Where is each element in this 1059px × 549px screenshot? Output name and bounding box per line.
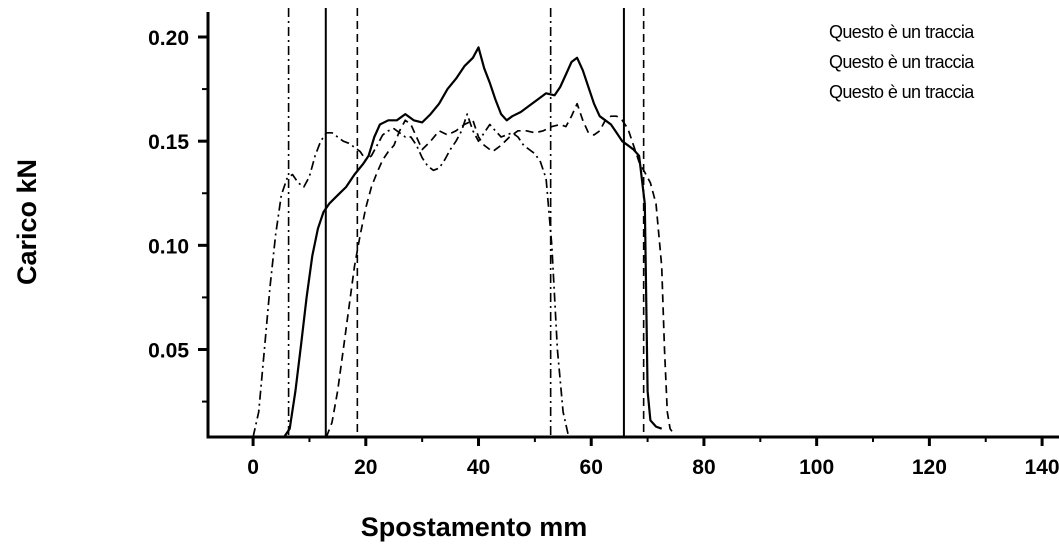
x-tick-label: 80 (692, 456, 715, 479)
legend-entry-1: Questo è un traccia (829, 22, 975, 42)
x-axis-title: Spostamento mm (361, 512, 588, 542)
tick-labels: 0 20 40 60 80 100 120 140 0.05 0.10 0.15 0.20 (148, 27, 1059, 479)
x-tick-label: 100 (799, 456, 834, 479)
x-tick-label: 120 (912, 456, 947, 479)
x-tick-label: 140 (1025, 456, 1059, 479)
legend-entry-3: Questo è un traccia (829, 82, 975, 102)
x-tick-label: 40 (467, 456, 490, 479)
x-tick-label: 0 (247, 456, 259, 479)
vertical-marker-lines (287, 8, 645, 437)
chart-series (252, 46, 674, 438)
legend: Questo è un traccia Questo è un traccia Qu… (829, 22, 976, 102)
x-tick-label: 60 (580, 456, 603, 479)
series-line-1 (283, 46, 663, 438)
y-axis-title: Carico kN (12, 159, 42, 285)
y-tick-label: 0.20 (148, 27, 189, 50)
legend-entry-2: Questo è un traccia (829, 52, 975, 72)
series-line-2 (325, 102, 674, 438)
y-tick-label: 0.15 (148, 131, 189, 154)
series-line-3 (252, 113, 570, 438)
chart-axes (206, 12, 1059, 439)
y-tick-label: 0.10 (148, 235, 189, 258)
x-tick-label: 20 (354, 456, 377, 479)
y-tick-label: 0.05 (148, 340, 189, 363)
